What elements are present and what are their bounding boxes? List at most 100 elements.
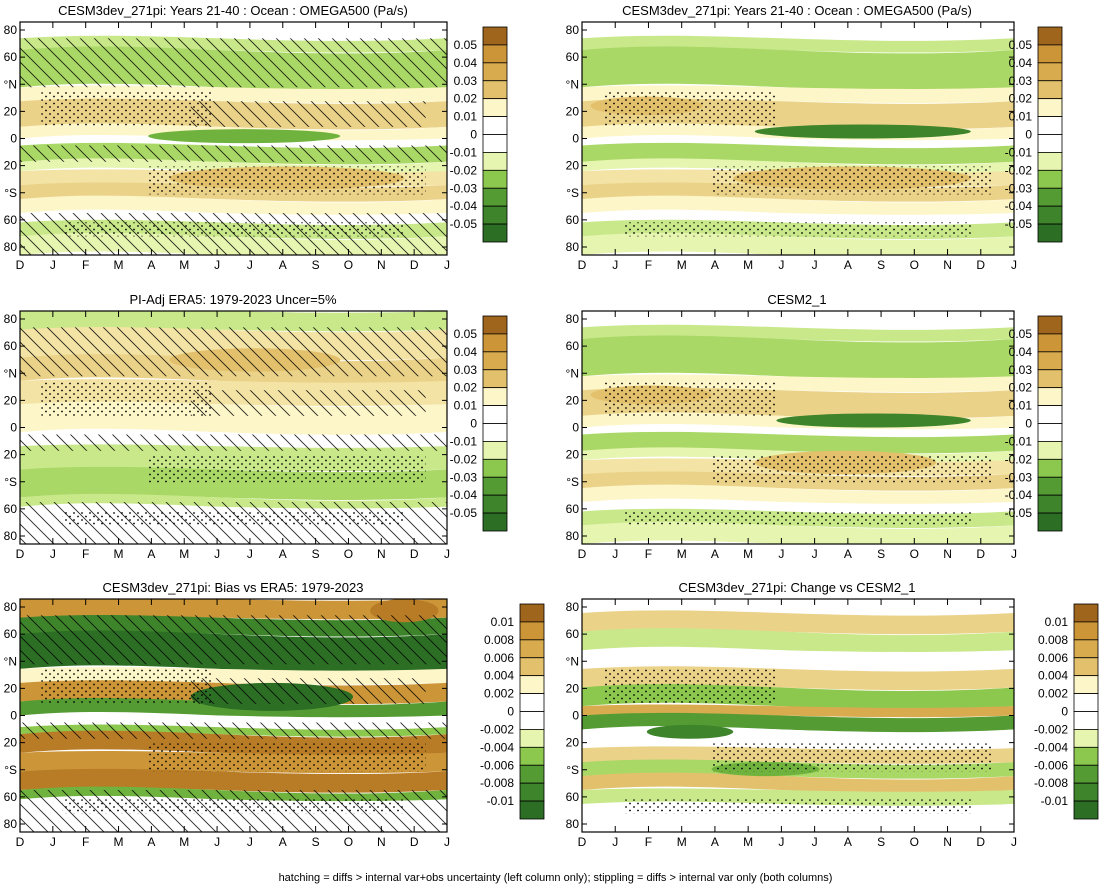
- x-tick-label: S: [312, 835, 320, 849]
- legend-swatch: [482, 223, 508, 243]
- legend-label: -0.05: [450, 506, 478, 520]
- x-tick-label: J: [247, 258, 253, 272]
- y-tick-label: °N: [4, 654, 17, 668]
- hatching-region: [20, 615, 447, 665]
- y-tick-label: 60: [4, 790, 18, 804]
- y-tick-label: 20: [566, 159, 580, 173]
- legend-label: 0.002: [1038, 687, 1068, 701]
- legend-label: 0.02: [1009, 92, 1033, 106]
- heatmap-field: [20, 22, 447, 255]
- x-tick-label: D: [976, 547, 985, 561]
- x-tick-label: M: [743, 835, 753, 849]
- heatmap-band: [582, 610, 1014, 635]
- chart-title: CESM3dev_271pi: Change vs CESM2_1: [678, 580, 915, 595]
- legend-label: 0.002: [484, 687, 514, 701]
- heatmap-blob: [148, 129, 341, 144]
- legend-swatch: [482, 134, 508, 153]
- y-tick-label: 60: [566, 790, 580, 804]
- x-tick-label: D: [410, 835, 419, 849]
- legend-swatch: [1037, 512, 1063, 532]
- legend-swatch: [1073, 675, 1099, 694]
- x-tick-label: A: [279, 835, 287, 849]
- legend-swatch: [1073, 711, 1099, 730]
- x-tick-label: M: [743, 547, 753, 561]
- legend-swatch: [482, 351, 508, 371]
- x-tick-label: J: [214, 258, 220, 272]
- y-tick-label: 80: [4, 600, 18, 614]
- legend-swatch: [1073, 746, 1099, 766]
- legend-swatch: [519, 782, 545, 802]
- legend-label: 0.04: [1009, 56, 1033, 70]
- heatmap-band: [582, 484, 1014, 506]
- heatmap-blob: [776, 413, 971, 428]
- legend-label: 0.05: [1009, 38, 1033, 52]
- legend-swatch: [482, 333, 508, 353]
- x-tick-label: M: [743, 258, 753, 272]
- chart-title: PI-Adj ERA5: 1979-2023 Uncer=5%: [129, 292, 336, 307]
- y-tick-label: °N: [566, 366, 579, 380]
- y-tick-label: 20: [4, 159, 18, 173]
- y-tick-label: °S: [566, 475, 579, 489]
- heatmap-band: [582, 335, 1014, 380]
- legend-swatch: [482, 315, 508, 335]
- heatmap-band: [582, 500, 1014, 514]
- chart-panel-6: CESM3dev_271pi: Change vs CESM2_1 D J F M A M J…: [566, 580, 1099, 849]
- legend-label: 0.008: [1038, 633, 1068, 647]
- legend-label: -0.01: [487, 794, 515, 808]
- y-tick-label: 80: [4, 240, 18, 254]
- x-tick-label: D: [976, 835, 985, 849]
- heatmap-band: [582, 704, 1014, 718]
- hatching-region: [20, 38, 447, 88]
- legend-label: 0.006: [1038, 651, 1068, 665]
- x-tick-label: J: [812, 258, 818, 272]
- x-tick-label: F: [645, 258, 652, 272]
- x-tick-label: N: [943, 258, 952, 272]
- x-tick-label: J: [444, 258, 450, 272]
- y-tick-label: 80: [4, 23, 18, 37]
- hatching-region: [20, 434, 447, 451]
- x-tick-label: N: [943, 835, 952, 849]
- legend-label: -0.03: [1005, 470, 1033, 484]
- legend-label: -0.02: [450, 163, 478, 177]
- heatmap-band: [582, 425, 1014, 437]
- y-tick-label: 20: [566, 104, 580, 118]
- legend-swatch: [482, 458, 508, 478]
- y-tick-label: 20: [4, 393, 18, 407]
- legend-label: -0.008: [480, 776, 514, 790]
- legend-label: -0.004: [1034, 740, 1068, 754]
- heatmap-band: [20, 22, 447, 41]
- legend-label: 0.05: [454, 327, 478, 341]
- legend-label: -0.02: [1005, 163, 1033, 177]
- x-tick-label: J: [1011, 547, 1017, 561]
- chart-title: CESM3dev_271pi: Bias vs ERA5: 1979-2023: [103, 580, 364, 595]
- legend-label: -0.01: [450, 145, 478, 159]
- chart-panel-4: CESM2_1 D J F M A M J J A S O N D J 80 60 °N 20 0 20 °S 60 80 0.…: [566, 292, 1063, 561]
- chart-panel-2: CESM3dev_271pi: Years 21-40 : Ocean : OM…: [566, 3, 1063, 272]
- chart-panel-3: PI-Adj ERA5: 1979-2023 Uncer=5% D J F M A M J J A…: [4, 292, 508, 561]
- legend-swatch: [1037, 205, 1063, 225]
- legend-label: 0.01: [1009, 399, 1033, 413]
- x-tick-label: S: [877, 258, 885, 272]
- stippling-region: [41, 91, 213, 127]
- x-tick-label: J: [247, 547, 253, 561]
- legend-swatch: [482, 152, 508, 171]
- legend-label: 0: [1025, 128, 1032, 142]
- stippling-region: [711, 743, 993, 772]
- y-tick-label: 20: [566, 448, 580, 462]
- y-tick-label: 60: [4, 627, 18, 641]
- x-tick-label: D: [410, 547, 419, 561]
- x-tick-label: F: [82, 258, 89, 272]
- stippling-region: [625, 799, 971, 814]
- legend-label: 0.03: [454, 74, 478, 88]
- x-tick-label: J: [812, 547, 818, 561]
- legend-swatch: [519, 639, 545, 659]
- x-tick-label: N: [377, 835, 386, 849]
- legend-label: 0.004: [1038, 669, 1068, 683]
- hatching-region: [20, 502, 447, 544]
- legend-label: 0.05: [454, 38, 478, 52]
- legend-label: -0.008: [1034, 776, 1068, 790]
- legend-label: -0.002: [480, 722, 514, 736]
- legend-label: 0.006: [484, 651, 514, 665]
- legend-swatch: [1073, 764, 1099, 784]
- x-tick-label: O: [344, 258, 353, 272]
